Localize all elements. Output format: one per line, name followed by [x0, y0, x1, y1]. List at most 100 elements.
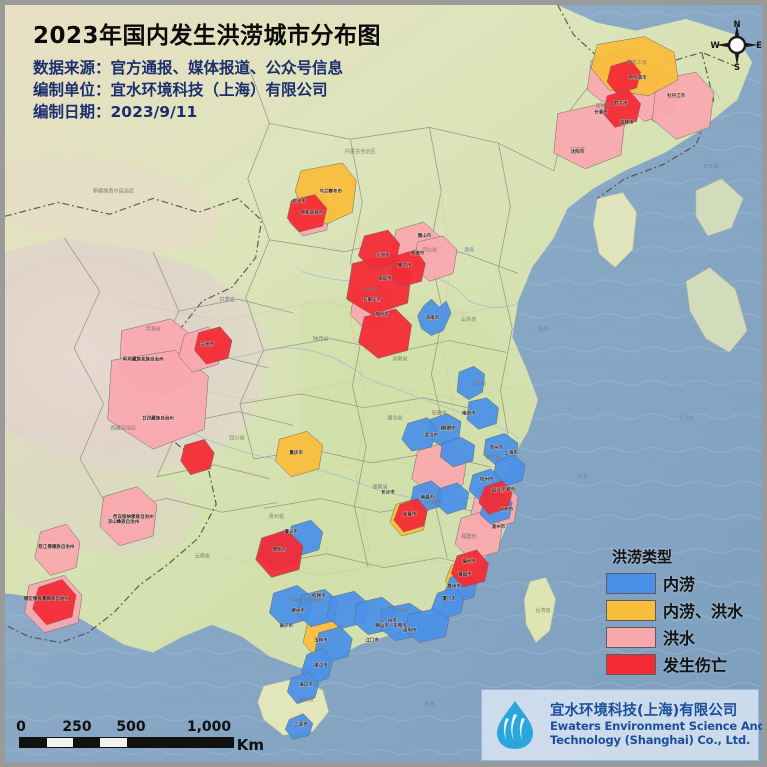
- province-label: 广东省: [392, 606, 407, 614]
- city-label: 湛江市: [314, 661, 328, 668]
- scale-tick-500: 500: [116, 719, 146, 735]
- city-label: 甘孜藏族自治州: [142, 415, 174, 422]
- city-label: 长沙市: [381, 489, 395, 496]
- city-label: 桂林市: [311, 592, 326, 599]
- flood-region: [431, 587, 465, 620]
- flood-region: [401, 417, 438, 452]
- city-label: 东莞市: [393, 622, 407, 629]
- legend-item-flood: 洪水: [606, 625, 743, 649]
- flood-region: [358, 308, 412, 359]
- province-label: 河北省: [422, 246, 437, 254]
- company-logo-text: 宜水环境科技(上海)有限公司 Ewaters Environment Scien…: [550, 703, 766, 747]
- city-label: 天津市: [411, 250, 425, 257]
- province-label: 广西壮族自治区: [288, 596, 324, 604]
- flood-region: [275, 431, 324, 478]
- sea-label: 渤海: [464, 247, 474, 254]
- province-label: 贵州省: [269, 512, 284, 520]
- region-group-casualty: [32, 59, 641, 626]
- flood-region: [405, 608, 450, 643]
- province-label: 陕西省: [313, 335, 328, 343]
- compass-needle: [716, 24, 758, 66]
- city-label: 宁波市: [502, 486, 516, 493]
- compass-east-label: E: [756, 41, 762, 51]
- city-label: 西双版纳傣族自治州: [113, 513, 154, 520]
- flood-region: [99, 486, 158, 547]
- city-label: 玉林市: [314, 637, 328, 644]
- city-label: 福州市: [461, 558, 476, 565]
- meta-date: 编制日期：2023/9/11: [33, 103, 198, 122]
- province-label: 福建省: [461, 532, 476, 540]
- legend-swatch-casualty: [606, 653, 656, 675]
- scale-segment-5: [126, 738, 233, 747]
- city-label: 杭州市: [480, 476, 494, 483]
- legend-swatch-flood: [606, 626, 656, 648]
- city-label: 济南市: [426, 314, 440, 321]
- province-label: 江西省: [427, 497, 442, 505]
- province-label: 西藏自治区: [111, 423, 137, 431]
- province-label: 黑龙江省: [626, 58, 647, 66]
- city-label: 宜春市: [403, 510, 417, 517]
- flood-region-layer: [24, 36, 714, 740]
- company-name-en-line2: Technology (Shanghai) Co., Ltd.: [550, 732, 751, 747]
- flood-region: [417, 298, 452, 336]
- city-label: 温州市: [492, 523, 506, 530]
- scale-segment-4: [99, 738, 127, 747]
- province-label: 湖北省: [387, 414, 402, 422]
- city-label: 台州市: [500, 505, 514, 512]
- company-logo-box: 宜水环境科技(上海)有限公司 Ewaters Environment Scien…: [481, 689, 762, 761]
- flood-region: [606, 59, 641, 95]
- scale-tick-0: 0: [16, 719, 26, 735]
- company-name-en-line1: Ewaters Environment Science And: [550, 718, 766, 733]
- scale-tick-labels: 0 250 500 1,000: [16, 719, 234, 737]
- legend-label-inner-and-flood: 内涝、洪水: [663, 602, 744, 621]
- city-label: 合肥市: [442, 424, 456, 431]
- flood-region: [286, 671, 320, 705]
- province-label: 四川省: [229, 433, 244, 441]
- compass-rose: N S E W: [711, 20, 762, 71]
- city-label: 海口市: [299, 681, 313, 688]
- city-label: 怒江傈僳族自治州: [38, 543, 75, 550]
- flood-region: [393, 498, 428, 533]
- map-canvas: 黑龙江省 吉林省 辽宁省 内蒙古自治区 河北省 山西省 山东省 河南省 陕西省 甘肃省 青海省 新疆维…: [5, 5, 762, 762]
- city-label: 包头市: [292, 197, 306, 204]
- flood-region: [466, 397, 499, 430]
- city-label: 遵义市: [284, 528, 298, 535]
- legend-swatch-inner-flood: [606, 572, 656, 594]
- city-label: 凉山彝族自治州: [108, 518, 140, 525]
- flood-region: [436, 482, 470, 515]
- province-label: 甘肃省: [219, 295, 234, 303]
- sea-label: 南海: [424, 701, 434, 708]
- flood-region: [287, 194, 328, 233]
- flood-region: [34, 523, 81, 576]
- sea-label: 太平洋: [679, 415, 694, 422]
- flood-region: [180, 438, 215, 476]
- city-label: 阿坝藏族羌族自治州: [123, 355, 164, 362]
- city-label: 牡丹江市: [667, 92, 686, 99]
- province-label: 内蒙古自治区: [345, 147, 376, 155]
- city-label: 泉州市: [446, 582, 461, 589]
- city-label: 重庆市: [289, 449, 303, 456]
- legend-swatch-inner-and-flood: [606, 599, 656, 621]
- flood-region: [107, 350, 209, 450]
- meta-data-source: 数据来源：官方通报、媒体报道、公众号信息: [33, 59, 344, 78]
- sea-label: 黄海: [538, 326, 548, 333]
- province-label: 山西省: [362, 285, 377, 293]
- city-label: 柳州市: [291, 607, 305, 614]
- flood-region: [652, 71, 714, 140]
- legend-item-inner-flood: 内涝: [606, 571, 743, 595]
- city-label: 南昌市: [421, 493, 435, 500]
- scale-track: [19, 737, 234, 748]
- province-label: 台湾省: [535, 606, 550, 614]
- province-label: 海南省: [298, 695, 313, 703]
- city-label: 廊坊市: [398, 262, 412, 269]
- sea-label: 东海: [577, 474, 587, 481]
- flood-region: [255, 529, 304, 578]
- legend-label-casualty: 发生伤亡: [663, 656, 728, 675]
- province-label: 云南省: [195, 552, 210, 560]
- province-label: 江苏省: [471, 379, 486, 387]
- province-label: 湖南省: [372, 483, 387, 491]
- flood-region: [456, 365, 485, 401]
- city-label: 乌兰察布市: [319, 188, 342, 195]
- compass-west-label: W: [711, 41, 720, 51]
